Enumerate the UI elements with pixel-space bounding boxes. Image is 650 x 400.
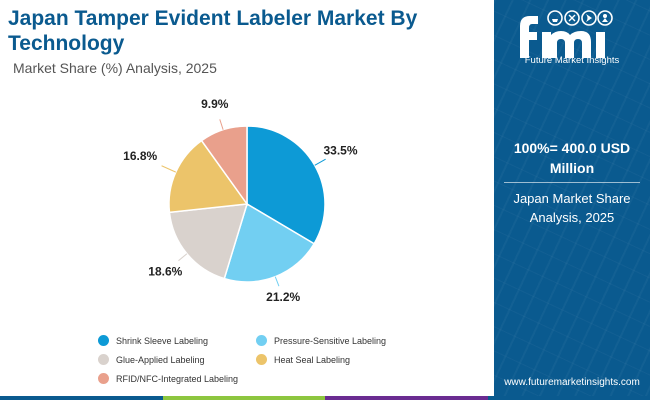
stripe-segment [162, 396, 325, 400]
panel-divider [504, 182, 640, 183]
leader-line [274, 276, 280, 287]
legend-item: Pressure-Sensitive Labeling [256, 334, 414, 347]
market-total: 100%= 400.0 USD Million [513, 140, 631, 176]
bottom-stripe [0, 396, 650, 400]
data-label: 9.9% [201, 97, 229, 111]
pie-slice [200, 125, 248, 207]
pie-chart: 33.5% 21.2% 18.6% 16.8% 9.9% [123, 97, 358, 304]
leader-line [161, 165, 177, 173]
data-label: 18.6% [148, 265, 182, 279]
legend-swatch [98, 354, 109, 365]
pie-slice [246, 125, 326, 245]
leader-line [178, 253, 188, 262]
data-label: 33.5% [323, 144, 357, 158]
legend-label: RFID/NFC-Integrated Labeling [116, 373, 239, 384]
legend-swatch [98, 335, 109, 346]
legend-label: Glue-Applied Labeling [116, 354, 205, 365]
leader-line [314, 158, 326, 166]
legend-item: RFID/NFC-Integrated Labeling [98, 372, 256, 385]
legend-swatch [256, 335, 267, 346]
legend-item: Shrink Sleeve Labeling [98, 334, 256, 347]
legend-label: Pressure-Sensitive Labeling [274, 335, 387, 346]
legend-swatch [256, 354, 267, 365]
website-link[interactable]: www.futuremarketinsights.com [504, 377, 640, 388]
market-share-label: Japan Market Share Analysis, 2025 [513, 191, 631, 225]
logo-text: Future Market Insights [524, 55, 620, 66]
legend: Shrink Sleeve Labeling Pressure-Sensitive… [98, 334, 418, 385]
leader-line [219, 119, 224, 130]
chart-title: Japan Tamper Evident Labeler Market By T… [8, 7, 418, 55]
stripe-segment [325, 396, 488, 400]
pie-slice [168, 203, 249, 280]
stripe-segment [0, 396, 163, 400]
data-label: 16.8% [123, 149, 157, 163]
info-panel: Future Market Insights 100%= 400.0 USD M… [494, 0, 650, 400]
chart-subtitle: Market Share (%) Analysis, 2025 [13, 60, 217, 76]
stripe-segment [487, 396, 650, 400]
legend-label: Shrink Sleeve Labeling [116, 335, 209, 346]
pie-slice [223, 202, 316, 283]
legend-label: Heat Seal Labeling [274, 354, 351, 365]
data-label: 21.2% [266, 290, 300, 304]
legend-item: Heat Seal Labeling [256, 353, 414, 366]
legend-item: Glue-Applied Labeling [98, 353, 256, 366]
legend-swatch [98, 373, 109, 384]
fmi-logo [520, 10, 613, 58]
